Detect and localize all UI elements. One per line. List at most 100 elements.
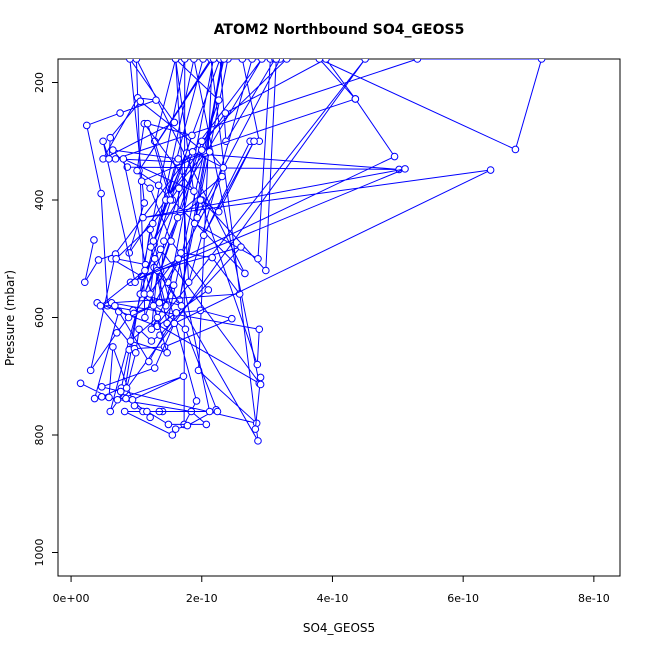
data-point	[106, 407, 115, 416]
x-tick-label: 4e-10	[317, 592, 349, 605]
data-point	[156, 245, 165, 254]
data-point	[150, 254, 159, 263]
data-point	[228, 314, 236, 323]
data-point	[116, 387, 125, 396]
data-point	[209, 59, 218, 63]
data-point	[126, 59, 134, 63]
data-point	[128, 395, 137, 404]
data-point	[248, 59, 256, 63]
data-point	[253, 360, 262, 369]
data-point	[258, 59, 266, 63]
series-line	[84, 59, 543, 442]
data-point	[99, 137, 107, 146]
data-point	[132, 59, 141, 63]
data-point	[202, 420, 211, 429]
x-axis-label: SO4_GEOS5	[303, 621, 375, 635]
data-point	[76, 379, 85, 388]
data-point	[221, 109, 230, 117]
y-tick-label: 200	[33, 72, 46, 93]
data-point	[146, 413, 154, 422]
data-point	[188, 148, 197, 156]
data-point	[111, 155, 120, 163]
data-point	[111, 301, 119, 310]
data-point	[199, 59, 207, 63]
data-point	[109, 146, 117, 154]
data-point	[401, 165, 409, 173]
data-point	[154, 181, 163, 190]
data-point	[146, 290, 154, 298]
data-point	[190, 59, 198, 63]
data-point	[153, 313, 162, 322]
data-point	[511, 145, 520, 154]
data-point	[237, 243, 245, 251]
data-point	[137, 177, 146, 185]
data-point	[175, 184, 183, 193]
data-point	[272, 59, 281, 63]
data-point	[181, 325, 190, 334]
x-axis: 0e+00 2e-10 4e-10 6e-10 8e-10	[53, 575, 610, 605]
data-point	[214, 96, 223, 104]
data-point	[262, 266, 270, 275]
data-point	[251, 425, 260, 433]
y-tick-label: 400	[33, 190, 46, 211]
data-point	[97, 189, 105, 198]
data-point	[197, 137, 206, 146]
y-tick-label: 800	[33, 425, 46, 446]
data-point	[155, 299, 164, 307]
data-point	[413, 59, 422, 63]
data-point	[145, 357, 153, 366]
data-point	[119, 155, 128, 163]
data-point	[124, 313, 133, 322]
y-tick-label: 600	[33, 307, 46, 328]
data-point	[188, 131, 196, 140]
data-point	[152, 96, 160, 104]
data-point	[90, 394, 99, 403]
data-point	[213, 407, 222, 416]
data-point	[146, 184, 154, 193]
data-point	[361, 59, 369, 63]
data-point	[190, 187, 198, 195]
y-axis-label: Pressure (mbar)	[3, 270, 17, 366]
data-point	[148, 219, 157, 228]
data-point	[256, 380, 265, 389]
data-point	[254, 437, 262, 445]
data-point	[140, 199, 149, 207]
data-point	[172, 309, 181, 317]
series-line	[100, 98, 491, 430]
data-point	[146, 243, 155, 251]
data-point	[112, 254, 120, 263]
data-point	[282, 59, 291, 63]
data-series	[96, 254, 214, 416]
data-point	[150, 364, 159, 372]
series-layer	[76, 59, 546, 445]
data-point	[163, 348, 171, 357]
data-point	[136, 97, 145, 106]
data-point	[116, 109, 124, 117]
data-point	[238, 59, 247, 63]
data-point	[177, 301, 186, 310]
data-point	[351, 95, 360, 103]
data-point	[196, 196, 205, 204]
data-point	[241, 269, 249, 278]
x-tick-label: 0e+00	[53, 592, 90, 605]
data-point	[147, 337, 156, 345]
y-tick-label: 1000	[33, 539, 46, 567]
data-point	[174, 155, 183, 163]
y-axis: 200 400 600 800 1000	[33, 72, 59, 567]
data-series	[80, 59, 546, 445]
data-point	[143, 407, 151, 416]
data-point	[133, 166, 141, 175]
data-point	[220, 59, 228, 63]
data-point	[170, 319, 179, 328]
data-point	[199, 231, 208, 240]
data-point	[171, 59, 180, 63]
x-tick-label: 2e-10	[186, 592, 218, 605]
data-point	[147, 325, 156, 334]
data-point	[122, 394, 130, 403]
data-point	[167, 237, 175, 245]
data-point	[82, 121, 91, 130]
data-point	[97, 393, 106, 401]
data-point	[160, 237, 168, 245]
